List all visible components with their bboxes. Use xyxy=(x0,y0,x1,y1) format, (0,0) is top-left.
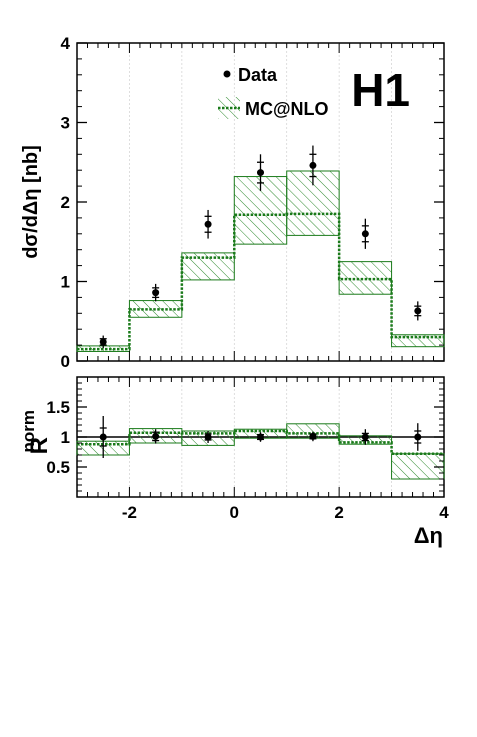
data-point xyxy=(309,432,317,440)
data-point xyxy=(99,338,107,346)
y-tick-label: 1 xyxy=(61,273,70,292)
ratio-x-ticks: -2 0 2 4 xyxy=(76,377,449,522)
y-tick-label: 0.5 xyxy=(46,458,70,477)
y-axis-title: dσ/dΔη [nb] xyxy=(20,145,42,259)
data-point xyxy=(414,433,422,441)
mc-uncertainty-band xyxy=(286,170,340,236)
legend-mc-swatch xyxy=(218,97,240,119)
ratio-bins xyxy=(76,377,445,497)
data-point xyxy=(414,307,422,315)
x-axis-title: Δη xyxy=(414,523,443,548)
data-point xyxy=(257,433,264,441)
data-point xyxy=(309,161,317,169)
ratio-panel: 0.5 1 1.5 -2 0 2 4 R norm Δη xyxy=(19,376,449,548)
mc-central-line xyxy=(77,212,444,351)
data-point xyxy=(257,169,264,177)
top-y-ticks: 0 1 2 3 4 xyxy=(61,34,444,371)
legend: Data MC@NLO xyxy=(218,65,329,119)
y-tick-label: 1.5 xyxy=(46,398,70,417)
data-point xyxy=(152,432,160,440)
x-tick-label: -2 xyxy=(122,503,137,522)
y-tick-label: 1 xyxy=(61,428,70,447)
legend-data-label: Data xyxy=(238,65,278,85)
legend-data-marker xyxy=(223,70,231,78)
data-point xyxy=(204,433,212,441)
legend-mc-label: MC@NLO xyxy=(245,99,329,119)
data-point xyxy=(204,220,212,228)
top-bins xyxy=(76,43,445,361)
x-tick-label: 0 xyxy=(230,503,239,522)
experiment-label: H1 xyxy=(351,64,410,116)
y-tick-label: 3 xyxy=(61,114,70,133)
mc-uncertainty-band xyxy=(391,334,445,348)
top-x-ticks xyxy=(76,43,445,361)
ratio-y-axis-title: R xyxy=(26,437,53,454)
data-point xyxy=(152,289,160,297)
ratio-y-ticks: 0.5 1 1.5 xyxy=(46,376,444,498)
mc-central-line xyxy=(77,429,444,456)
data-point xyxy=(361,433,369,441)
y-tick-label: 2 xyxy=(61,193,70,212)
data-point xyxy=(99,433,107,441)
x-tick-label: 4 xyxy=(439,503,449,522)
ratio-y-axis-superscript: norm xyxy=(19,410,38,453)
y-tick-label: 4 xyxy=(61,34,71,53)
data-point xyxy=(361,230,369,238)
x-tick-label: 2 xyxy=(334,503,343,522)
y-tick-label: 0 xyxy=(61,352,70,371)
cross-section-panel: 0 1 2 3 4 dσ/dΔη [nb] H1 Data MC@NLO xyxy=(20,34,445,371)
